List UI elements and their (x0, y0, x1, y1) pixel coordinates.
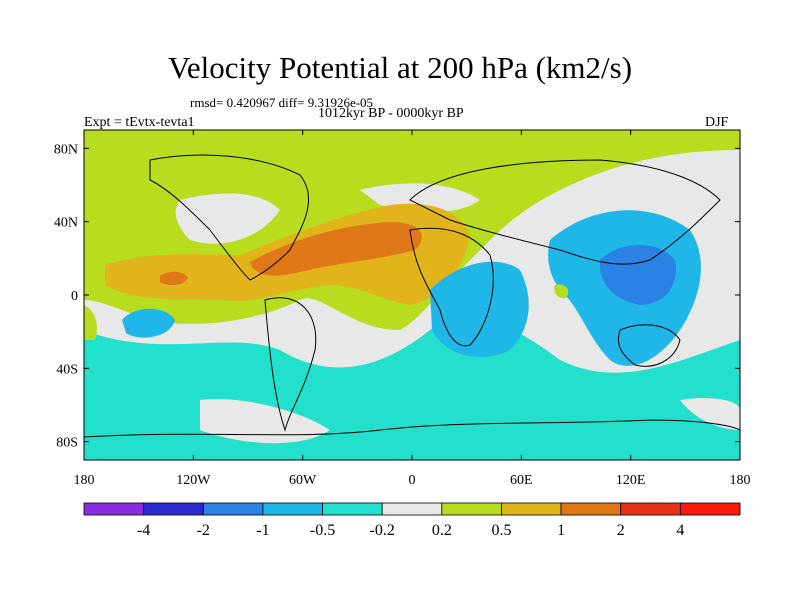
colorbar-swatch-6 (441, 502, 502, 516)
colorbar: -4 -2 -1 -0.5 -0.2 0.2 0.5 1 2 4 (83, 502, 741, 539)
y-tick-label-3: 40S (56, 362, 78, 377)
colorbar-swatch-5 (381, 502, 443, 516)
experiment-label: Expt = tEvtx-tevta1 (84, 115, 195, 130)
x-tick-label-2: 60W (289, 473, 317, 488)
colorbar-label-3: -0.5 (310, 522, 335, 539)
x-axis: 180 120W 60W 0 60E 120E 180 (74, 130, 751, 488)
colorbar-swatch-2 (202, 502, 264, 516)
colorbar-swatch-9 (620, 502, 681, 516)
x-tick-label-0: 180 (74, 473, 95, 488)
colorbar-swatch-10 (679, 502, 741, 516)
colorbar-label-8: 2 (617, 522, 625, 539)
y-tick-label-4: 80S (56, 436, 78, 451)
x-tick-label-6: 180 (730, 473, 751, 488)
colorbar-swatch-7 (501, 502, 562, 516)
x-tick-label-5: 120E (616, 473, 646, 488)
colorbar-label-4: -0.2 (370, 522, 395, 539)
y-tick-label-1: 40N (54, 216, 78, 231)
x-tick-label-3: 0 (409, 473, 416, 488)
colorbar-swatch-8 (560, 502, 622, 516)
colorbar-label-5: 0.2 (432, 522, 452, 539)
y-axis: 80N 40N 0 40S 80S (54, 142, 740, 451)
colorbar-swatch-1 (143, 502, 204, 516)
contour-fields (84, 130, 740, 460)
colorbar-label-1: -2 (197, 522, 210, 539)
y-tick-label-0: 80N (54, 142, 78, 157)
y-tick-label-2: 0 (71, 289, 78, 304)
period-label: 1012kyr BP - 0000kyr BP (318, 106, 464, 121)
season-label: DJF (705, 115, 729, 130)
colorbar-swatch-4 (322, 502, 383, 516)
coastlines (84, 154, 740, 438)
stats-line: rmsd= 0.420967 diff= 9.31926e-05 (190, 95, 374, 110)
colorbar-label-7: 1 (557, 522, 565, 539)
x-tick-label-1: 120W (176, 473, 211, 488)
colorbar-swatch-0 (83, 502, 145, 516)
colorbar-label-9: 4 (676, 522, 684, 539)
colorbar-label-2: -1 (256, 522, 269, 539)
chart-title: Velocity Potential at 200 hPa (km2/s) (167, 50, 633, 85)
x-tick-label-4: 60E (510, 473, 533, 488)
colorbar-label-0: -4 (137, 522, 150, 539)
colorbar-swatch-3 (262, 502, 323, 516)
colorbar-label-6: 0.5 (491, 522, 511, 539)
